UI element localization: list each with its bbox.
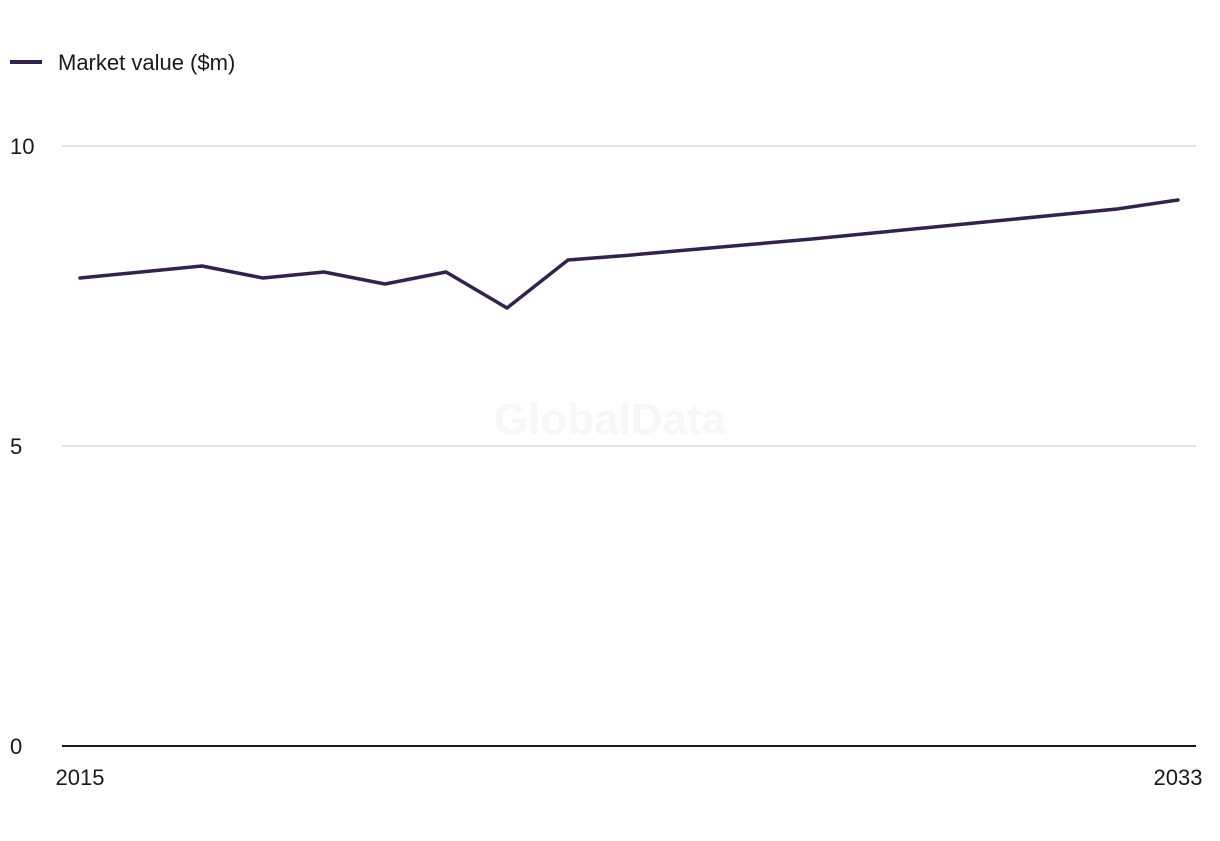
y-axis-ticks: 0 5 10 bbox=[10, 134, 34, 759]
y-tick-label: 10 bbox=[10, 134, 34, 159]
series-line-market-value bbox=[78, 198, 1180, 310]
data-point bbox=[687, 247, 693, 253]
data-point bbox=[443, 269, 449, 275]
legend-label: Market value ($m) bbox=[58, 50, 235, 75]
data-point bbox=[1175, 197, 1181, 203]
data-point bbox=[931, 224, 937, 230]
data-point bbox=[260, 275, 266, 281]
data-point bbox=[809, 236, 815, 242]
x-axis-ticks: 2015 2033 bbox=[56, 765, 1203, 790]
data-point bbox=[992, 218, 998, 224]
data-point bbox=[626, 252, 632, 258]
data-point bbox=[870, 230, 876, 236]
data-point bbox=[199, 263, 205, 269]
x-tick-label: 2015 bbox=[56, 765, 105, 790]
legend: Market value ($m) bbox=[10, 50, 235, 75]
x-tick-label: 2033 bbox=[1154, 765, 1203, 790]
data-point bbox=[382, 281, 388, 287]
y-tick-label: 0 bbox=[10, 734, 22, 759]
data-point bbox=[321, 269, 327, 275]
series-layer bbox=[77, 197, 1181, 311]
y-tick-label: 5 bbox=[10, 434, 22, 459]
data-point bbox=[748, 241, 754, 247]
data-point bbox=[138, 269, 144, 275]
data-point bbox=[565, 257, 571, 263]
data-point bbox=[1053, 212, 1059, 218]
data-point bbox=[504, 305, 510, 311]
data-point bbox=[1114, 206, 1120, 212]
grid-lines bbox=[62, 145, 1196, 747]
watermark-text: GlobalData bbox=[494, 395, 727, 444]
data-point bbox=[77, 275, 83, 281]
